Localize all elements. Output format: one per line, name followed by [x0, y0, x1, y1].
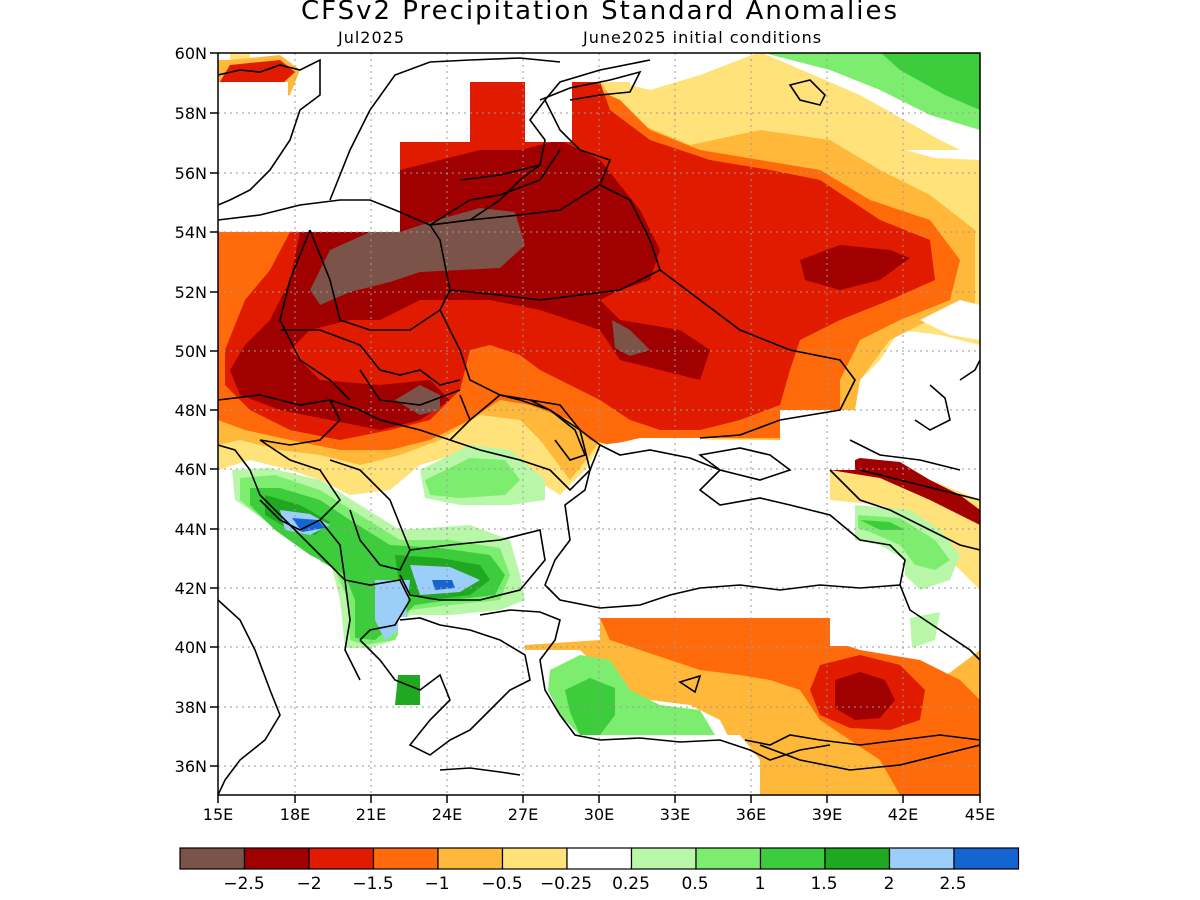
- legend-color-box: [566, 847, 633, 870]
- legend-color-box: [953, 847, 1020, 870]
- adriatic-coast: [218, 444, 361, 681]
- aegean-coast: [479, 609, 831, 761]
- lat-label: 52N: [175, 283, 207, 302]
- color-legend-labels: −2.5 −2 −1.5 −1 −0.5 −0.25 0.25 0.5 1 1.…: [223, 874, 966, 894]
- border-albania-macedonia: [344, 579, 411, 641]
- border-syria-iraq: [759, 744, 980, 771]
- legend-label: 2: [884, 874, 895, 894]
- scandinavia: [218, 57, 561, 206]
- crete: [439, 767, 521, 776]
- lon-label: 33E: [660, 805, 690, 824]
- lat-label: 44N: [175, 520, 207, 539]
- legend-color-box: [824, 847, 891, 870]
- color-legend: [179, 847, 1020, 870]
- border-turkey-east: [849, 439, 980, 661]
- map-title: CFSv2 Precipitation Standard Anomalies: [300, 0, 900, 26]
- legend-color-box: [243, 847, 310, 870]
- border-ukraine: [439, 269, 856, 446]
- lon-label: 45E: [965, 805, 995, 824]
- longitude-labels: 15E 18E 21E 24E 27E 30E 33E 36E 39E 42E …: [203, 805, 995, 824]
- border-moldova: [529, 399, 587, 461]
- border-russia: [544, 99, 612, 186]
- legend-color-box: [372, 847, 439, 870]
- axis-ticks: [210, 52, 981, 803]
- legend-color-box: [437, 847, 504, 870]
- legend-label: −1.5: [352, 874, 393, 894]
- legend-label: −2.5: [223, 874, 264, 894]
- border-baltic: [429, 149, 561, 226]
- finland-gulf: [539, 70, 642, 101]
- lon-label: 15E: [203, 805, 233, 824]
- legend-label: −0.5: [481, 874, 522, 894]
- forecast-month: Jul2025: [338, 28, 406, 47]
- black-sea-coast: [544, 443, 906, 609]
- legend-color-box: [308, 847, 375, 870]
- border-bulgaria: [399, 529, 546, 601]
- lon-label: 42E: [888, 805, 918, 824]
- initial-conditions: June2025 initial conditions: [583, 28, 823, 47]
- lat-label: 42N: [175, 579, 207, 598]
- lon-label: 30E: [584, 805, 614, 824]
- lat-label: 48N: [175, 401, 207, 420]
- legend-color-box: [759, 847, 826, 870]
- legend-label: −2: [296, 874, 321, 894]
- lat-label: 56N: [175, 164, 207, 183]
- border-austria: [218, 394, 341, 446]
- coastlines-borders: [218, 57, 980, 795]
- legend-color-box: [179, 847, 246, 870]
- legend-label: 1: [755, 874, 766, 894]
- lon-label: 36E: [736, 805, 766, 824]
- lat-label: 60N: [175, 44, 207, 63]
- border-czech: [280, 329, 461, 386]
- lon-label: 21E: [356, 805, 386, 824]
- cyprus: [678, 674, 702, 694]
- lat-label: 38N: [175, 698, 207, 717]
- legend-label: 0.25: [612, 874, 650, 894]
- lat-label: 50N: [175, 342, 207, 361]
- border-poland: [309, 224, 451, 331]
- lon-label: 39E: [812, 805, 842, 824]
- lat-label: 46N: [175, 460, 207, 479]
- lat-label: 40N: [175, 638, 207, 657]
- latitude-labels: 60N 58N 56N 54N 52N 50N 48N 46N 44N 42N …: [175, 44, 207, 776]
- legend-label: 0.5: [681, 874, 708, 894]
- anomaly-field: [218, 53, 980, 795]
- caucasus-wet-10: [860, 520, 905, 530]
- border-romania: [449, 394, 591, 492]
- legend-label: −0.25: [540, 874, 592, 894]
- legend-color-box: [630, 847, 697, 870]
- turkey-dry-20: [835, 672, 895, 720]
- italy-coast: [218, 599, 281, 795]
- lat-label: 58N: [175, 104, 207, 123]
- legend-color-box: [695, 847, 762, 870]
- border-belarus: [429, 184, 661, 301]
- border-croatia-bosnia: [259, 439, 346, 581]
- azov-sea: [698, 447, 792, 481]
- lon-label: 24E: [432, 805, 462, 824]
- turkey-south: [744, 734, 980, 746]
- lon-label: 18E: [280, 805, 310, 824]
- lon-label: 27E: [508, 805, 538, 824]
- caspian: [914, 359, 980, 431]
- legend-label: 2.5: [939, 874, 966, 894]
- legend-label: −1: [424, 874, 449, 894]
- lat-label: 54N: [175, 223, 207, 242]
- lat-label: 36N: [175, 757, 207, 776]
- lake-ladoga: [788, 79, 826, 106]
- baltic-coast: [218, 59, 651, 226]
- legend-color-box: [888, 847, 955, 870]
- border-caucasus: [829, 469, 980, 551]
- greece-coast: [359, 617, 531, 756]
- legend-label: 1.5: [810, 874, 837, 894]
- legend-color-box: [501, 847, 568, 870]
- border-germany: [279, 229, 351, 401]
- border-slovakia: [359, 369, 461, 406]
- dry-region-25: [310, 208, 650, 415]
